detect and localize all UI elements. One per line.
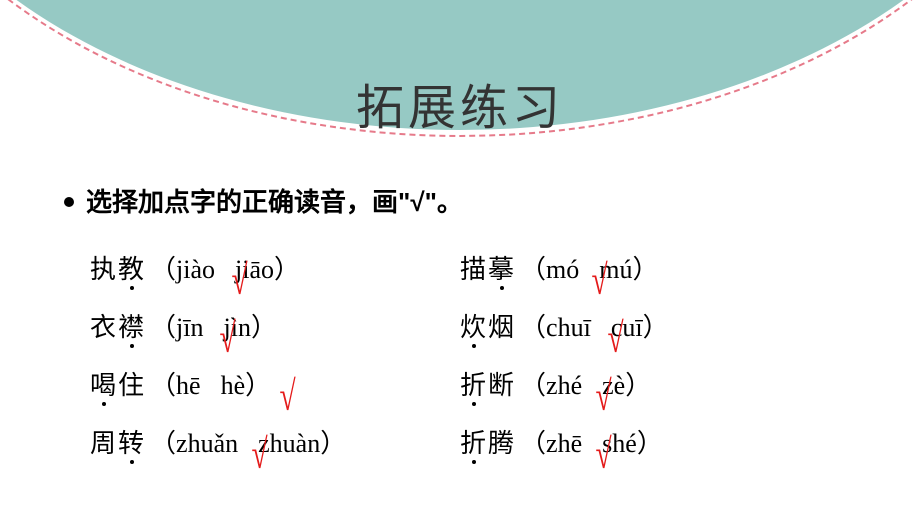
exercise-row: 衣襟（jīnjìn）√炊烟（chuīcuī）√ [90, 296, 870, 354]
pinyin-options: （jīnjìn） [150, 307, 277, 344]
dotted-char: 襟 [118, 313, 146, 342]
exercise-item: 描摹（mómú）√ [460, 249, 860, 286]
word: 喝住 [90, 365, 146, 402]
dotted-char: 摹 [488, 255, 516, 284]
dotted-char: 喝 [90, 371, 118, 400]
exercise-item: 折断（zhézè）√ [460, 365, 860, 402]
exercise-item: 衣襟（jīnjìn）√ [90, 307, 460, 344]
word: 炊烟 [460, 307, 516, 344]
dotted-char: 折 [460, 429, 488, 458]
bullet-icon [64, 197, 74, 207]
pinyin-options: （chuīcuī） [520, 307, 669, 344]
exercise-row: 喝住（hēhè）√折断（zhézè）√ [90, 354, 870, 412]
pinyin-options: （hēhè） [150, 365, 271, 402]
pinyin-options: （mómú） [520, 249, 659, 286]
exercise-item: 周转（zhuǎnzhuàn）√ [90, 423, 460, 460]
dotted-char: 炊 [460, 313, 488, 342]
instruction-line: 选择加点字的正确读音，画"√"。 [64, 182, 463, 219]
dotted-char: 折 [460, 371, 488, 400]
word: 折断 [460, 365, 516, 402]
exercise-row: 周转（zhuǎnzhuàn）√折腾（zhēshé）√ [90, 412, 870, 470]
word: 描摹 [460, 249, 516, 286]
exercise-item: 折腾（zhēshé）√ [460, 423, 860, 460]
pinyin-options: （zhézè） [520, 365, 651, 402]
dotted-char: 转 [118, 429, 146, 458]
pinyin-options: （zhuǎnzhuàn） [150, 423, 346, 460]
exercise-item: 执教（jiàojiāo）√ [90, 249, 460, 286]
pinyin-options: （zhēshé） [520, 423, 663, 460]
exercise-grid: 执教（jiàojiāo）√描摹（mómú）√衣襟（jīnjìn）√炊烟（chuī… [90, 238, 870, 470]
word: 执教 [90, 249, 146, 286]
exercise-row: 执教（jiàojiāo）√描摹（mómú）√ [90, 238, 870, 296]
exercise-item: 喝住（hēhè）√ [90, 365, 460, 402]
dotted-char: 教 [118, 255, 146, 284]
instruction-text: 选择加点字的正确读音，画"√"。 [86, 187, 463, 217]
exercise-item: 炊烟（chuīcuī）√ [460, 307, 860, 344]
word: 折腾 [460, 423, 516, 460]
word: 衣襟 [90, 307, 146, 344]
pinyin-options: （jiàojiāo） [150, 249, 300, 286]
page-title: 拓展练习 [0, 68, 920, 138]
word: 周转 [90, 423, 146, 460]
